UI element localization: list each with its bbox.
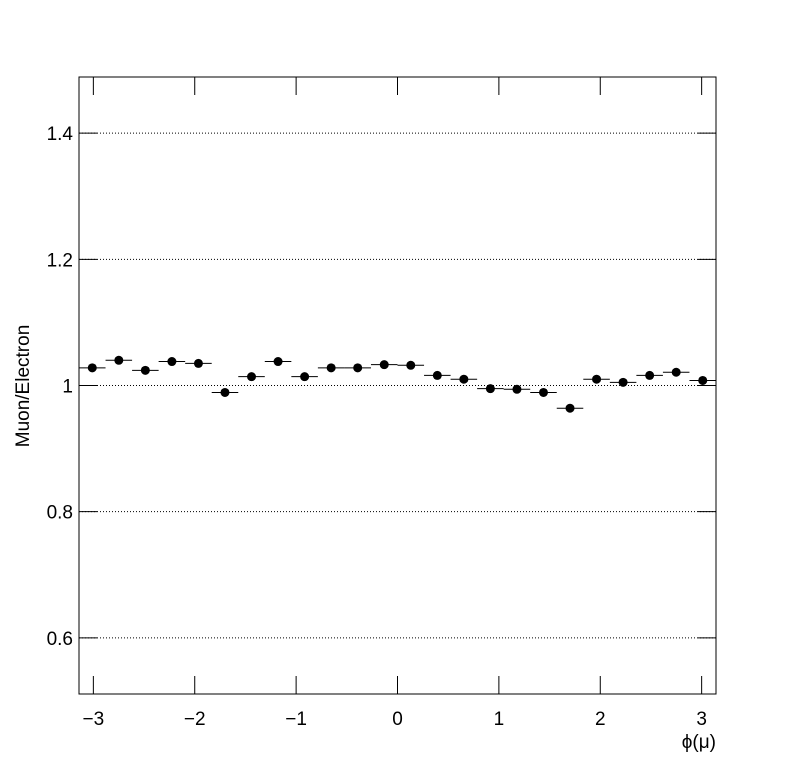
y-tick-label: 0.6 xyxy=(47,629,73,650)
data-point xyxy=(698,375,708,385)
y-tick-label: 1 xyxy=(62,377,73,398)
x-tick-label: 1 xyxy=(494,709,505,730)
data-point xyxy=(300,372,310,382)
data-point xyxy=(618,377,628,387)
data-point xyxy=(645,370,655,380)
data-point xyxy=(353,363,363,373)
data-point xyxy=(432,370,442,380)
data-point xyxy=(538,387,548,397)
x-axis-label: ϕ(μ) xyxy=(682,732,716,753)
x-tick-label: 2 xyxy=(595,709,606,730)
data-point xyxy=(273,357,283,367)
x-tick-label: 3 xyxy=(696,709,707,730)
data-point xyxy=(485,384,495,394)
data-point xyxy=(671,367,681,377)
x-tick-label: −1 xyxy=(285,709,307,730)
data-point xyxy=(220,387,230,397)
y-tick-label: 0.8 xyxy=(47,503,73,524)
data-point xyxy=(87,363,97,373)
x-tick-label: 0 xyxy=(392,709,403,730)
x-tick-label: −3 xyxy=(83,709,105,730)
data-point xyxy=(140,365,150,375)
plot-frame xyxy=(78,76,717,695)
data-point xyxy=(326,363,336,373)
data-point xyxy=(114,355,124,365)
y-axis-label: Muon/Electron xyxy=(13,325,34,448)
data-point xyxy=(379,360,389,370)
data-point xyxy=(406,360,416,370)
data-point xyxy=(512,384,522,394)
data-point xyxy=(193,358,203,368)
y-tick-label: 1.2 xyxy=(47,250,73,271)
data-point xyxy=(459,374,469,384)
data-point xyxy=(565,403,575,413)
data-point xyxy=(592,374,602,384)
x-tick-label: −2 xyxy=(184,709,206,730)
y-tick-label: 1.4 xyxy=(47,124,74,145)
data-point xyxy=(167,357,177,367)
data-point xyxy=(247,372,257,382)
